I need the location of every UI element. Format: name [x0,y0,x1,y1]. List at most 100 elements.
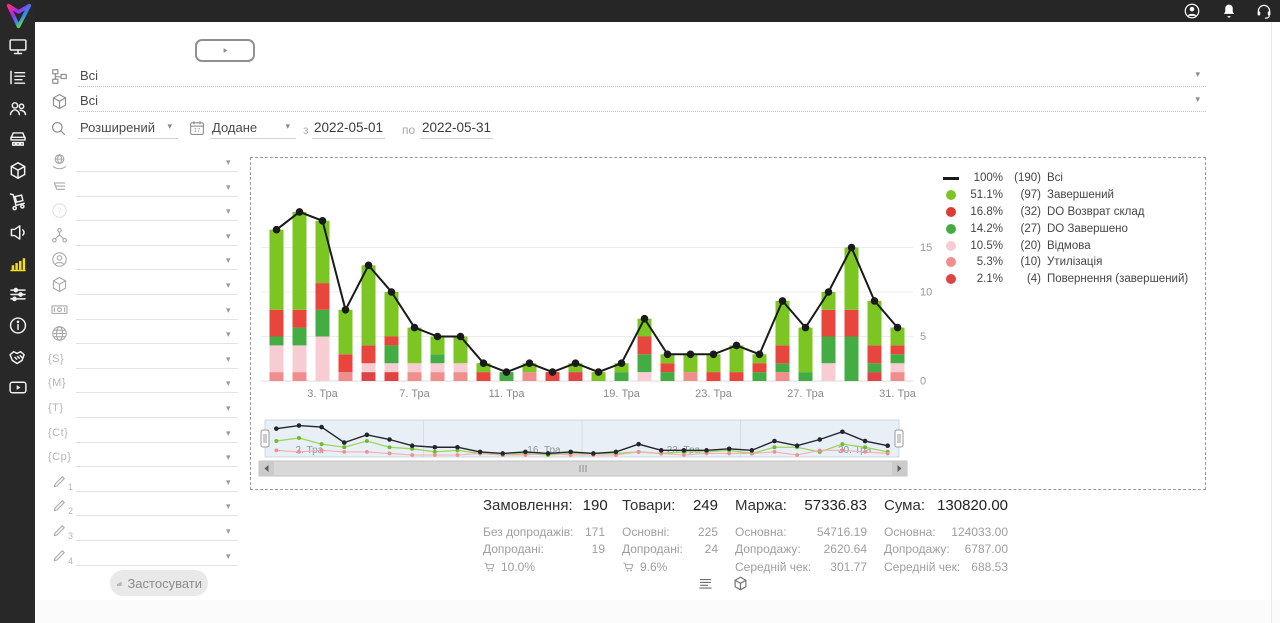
stats-column-2: Маржа: 57336.83 Основна: 54716.19 Допродажу:… [735,497,867,574]
sidebar-item-statistics[interactable] [7,253,29,274]
legend-item-1[interactable]: 51.1% (97) Завершений [939,187,1188,204]
account-icon[interactable] [1183,2,1201,20]
svg-text:23. Тра: 23. Тра [695,388,733,400]
orders-chart[interactable]: 0 5 10 15 3. Тра 7. Тра 11. Тра 19. Тра 23. Тра 2… [251,158,1205,489]
legend-dot-marker [939,274,963,285]
custom-field-4-select[interactable] [76,546,238,566]
cp-filter-icon: {Cp} [48,451,72,464]
chevron-down-icon: ▾ [226,157,231,167]
stat-subrow: Основна: 54716.19 [735,524,867,539]
sidebar-item-marketing[interactable] [7,222,29,243]
sidebar-item-partners[interactable] [7,346,29,367]
date-to-label: по [402,123,416,137]
stat-title: Маржа: [735,497,787,514]
legend-line-marker [939,177,963,180]
scroll-track[interactable] [1271,22,1272,623]
sidebar-item-customers[interactable] [7,98,29,119]
sidebar-item-info[interactable] [7,315,29,336]
chart-panel: 0 5 10 15 3. Тра 7. Тра 11. Тра 19. Тра 23. Тра 2… [250,157,1206,490]
chevron-down-icon: ▾ [226,353,231,364]
svg-text:19. Тра: 19. Тра [603,388,641,400]
navigator-handle-right [894,429,904,448]
svg-text:?: ? [57,207,62,216]
custom-field-2-select[interactable] [76,496,238,517]
stat-title: Сума: [884,497,925,514]
chevron-down-icon: ▾ [226,526,231,536]
list-view-icon[interactable] [697,575,714,592]
svg-text:11. Тра: 11. Тра [489,388,526,400]
stat-subrow: Допродані: 19 [483,542,605,556]
chevron-down-icon: ▾ [226,427,231,438]
notifications-icon[interactable] [1220,2,1238,20]
layers-icon [50,177,69,196]
sidebar-item-video[interactable] [7,377,29,398]
sidebar-item-supply[interactable] [7,191,29,212]
s-filter-icon: {S} [48,352,65,365]
legend-item-3[interactable]: 14.2% (27) DO Завершено [939,220,1188,237]
search-mode-select[interactable]: Розширений ▾ [78,118,178,139]
category-select[interactable]: Всі ▾ [78,66,1206,87]
status-filter-select[interactable] [76,201,238,222]
sidebar-item-products[interactable] [7,160,29,181]
stat-title: Замовлення: [483,497,573,514]
support-icon[interactable] [1255,2,1273,20]
legend-item-2[interactable]: 16.8% (32) DO Возврат склад [939,204,1188,221]
channel-filter-select[interactable] [76,226,238,246]
custom-field-1-select[interactable] [76,472,238,492]
sidebar-item-dashboard[interactable] [7,36,29,57]
m-filter-icon: {M} [48,377,67,390]
source-filter-select[interactable] [76,152,238,172]
level-filter-select[interactable] [76,177,238,197]
ct-filter-icon: {Ct} [48,426,69,439]
date-to-input[interactable]: 2022-05-31 [420,120,494,139]
date-field-value: Додане [212,120,258,135]
cart-icon [483,560,497,574]
ct-filter-select[interactable] [76,423,238,443]
pencil-sub-1: 1 [68,481,74,492]
sidebar-item-market[interactable] [7,129,29,150]
date-field-select[interactable]: Додане ▾ [210,118,296,139]
chevron-down-icon: ▾ [226,181,231,192]
legend-dot-marker [939,206,963,217]
stat-value: 190 [582,497,608,514]
pencil-icon [50,496,69,515]
svg-text:27. Тра: 27. Тра [787,388,825,400]
region-filter-select[interactable] [76,324,238,345]
m-filter-select[interactable] [76,373,238,394]
stat-subrow: Допродажу: 6787.00 [884,542,1008,556]
manager-filter-select[interactable] [76,250,238,271]
stats-column-3: Сума: 130820.00 Основна: 124033.00 Допродажу… [884,497,1008,574]
products-view-icon[interactable] [732,575,749,592]
svg-text:10: 10 [920,287,932,299]
chevron-down-icon: ▾ [167,121,172,131]
legend-item-4[interactable]: 10.5% (20) Відмова [939,237,1188,254]
chevron-down-icon: ▾ [226,550,231,561]
apply-button-label: Застосувати [127,575,202,591]
custom-field-3-select[interactable] [76,521,238,541]
product-select[interactable]: Всі ▾ [78,91,1206,112]
chevron-down-icon: ▾ [226,501,231,512]
sidebar-item-orders[interactable] [7,67,29,88]
sidebar-item-settings[interactable] [7,284,29,305]
help-icon: ? [50,201,69,220]
upsell-percent: 10.0% [483,560,605,574]
product-filter-select[interactable] [76,275,238,295]
svg-text:30. Тра: 30. Тра [838,445,872,456]
stat-value: 130820.00 [937,497,1008,514]
svg-text:16. Тра: 16. Тра [527,445,561,456]
cp-filter-select[interactable] [76,447,238,468]
t-filter-select[interactable] [76,398,238,418]
legend-item-0[interactable]: 100% (190) Всі [939,170,1188,187]
legend-item-6[interactable]: 2.1% (4) Повернення (завершений) [939,271,1188,288]
pencil-icon [50,546,69,565]
brand-logo-icon[interactable] [5,2,32,29]
apply-button[interactable]: Застосувати [110,570,208,596]
video-help-button[interactable] [195,39,255,62]
legend-item-5[interactable]: 5.3% (10) Утилізація [939,254,1188,271]
hierarchy-icon [50,67,69,86]
network-icon [50,226,69,245]
stat-title: Товари: [622,497,676,514]
date-from-input[interactable]: 2022-05-01 [312,120,386,139]
s-filter-select[interactable] [76,349,238,369]
payment-filter-select[interactable] [76,300,238,320]
